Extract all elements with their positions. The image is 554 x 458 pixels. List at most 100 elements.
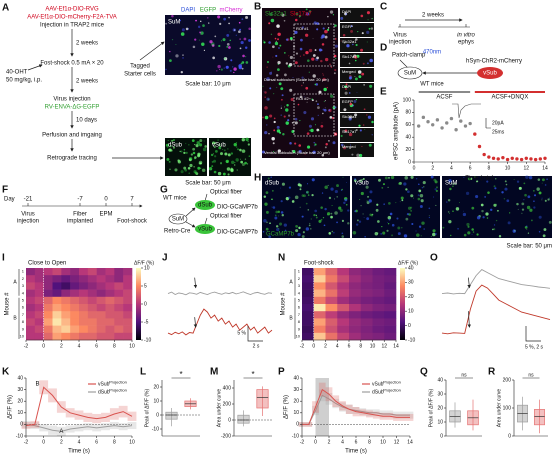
cell-signal (367, 115, 372, 119)
cell-signal (175, 43, 177, 45)
cell-signal (361, 178, 363, 181)
cell-signal (273, 93, 275, 95)
cell-signal (421, 187, 424, 189)
heatmap-cell (87, 289, 97, 298)
xticks-text: 4 (336, 343, 339, 349)
heatmap-cell (52, 282, 62, 290)
cell-signal (344, 91, 348, 95)
cell-signal (294, 61, 298, 65)
cell-signal (355, 98, 358, 101)
cell-signal (435, 189, 438, 193)
heatmap-cell (123, 282, 133, 290)
dsub-text: dSub (198, 203, 213, 209)
heatmap-cell (43, 311, 53, 319)
cell-signal (185, 151, 188, 154)
cell-signal (169, 59, 172, 63)
cell-signal (346, 181, 347, 183)
heatmap-cell (337, 296, 350, 305)
cell-signal (214, 142, 217, 145)
xticks-text: 8 (359, 343, 362, 349)
mean-line (25, 423, 133, 432)
yticks-text: 40 (405, 135, 411, 141)
cell-signal (314, 83, 317, 86)
cell-signal (299, 47, 303, 51)
cell-signal (300, 38, 303, 42)
rows-text: 7 (298, 312, 301, 317)
cell-signal (286, 104, 289, 107)
heatmap-cell (52, 304, 62, 312)
heatmap-cell (372, 296, 385, 305)
heatmap-cell (372, 268, 385, 276)
cell-signal (315, 214, 318, 216)
cell-signal (214, 155, 217, 158)
cell-signal (467, 225, 470, 228)
event1a-text: Virus (21, 212, 35, 218)
cell-signal (430, 175, 434, 179)
xticks-text: 10 (380, 439, 386, 445)
cell-signal (416, 178, 418, 180)
heatmap-cell (302, 325, 315, 334)
heatmap-cell (96, 318, 106, 326)
cell-signal (333, 72, 336, 75)
cell-signal (323, 224, 326, 227)
cell-signal (341, 219, 345, 222)
heatmap-cell (313, 275, 326, 283)
data-point (477, 144, 482, 149)
cell-signal (267, 177, 270, 180)
ylabel-text: Area under curve (496, 389, 502, 428)
data-point (543, 156, 547, 160)
cell-signal (223, 67, 225, 69)
cell-signal (398, 182, 401, 185)
cell-signal (404, 176, 409, 180)
yticks-text: 40 (293, 375, 299, 381)
rows-text: 8 (22, 319, 25, 324)
heatmap-cell (114, 311, 124, 319)
heatmap-cell (61, 282, 71, 290)
cell-signal (281, 13, 285, 17)
name-sup-text: Projection (383, 388, 401, 393)
panel-labels-text: K (2, 367, 10, 378)
cell-signal (364, 129, 366, 131)
cell-signal (217, 171, 222, 176)
micrograph (340, 68, 374, 82)
cell-signal (447, 211, 450, 213)
heatmap-cell (43, 304, 53, 312)
heatmap-cell (105, 289, 115, 298)
cell-signal (238, 30, 241, 34)
cell-signal (399, 201, 401, 203)
cell-signal (298, 14, 301, 18)
cell-signal (527, 232, 530, 234)
heatmap-cell (43, 325, 53, 334)
cell-signal (202, 147, 207, 152)
cell-signal (389, 212, 393, 216)
cell-signal (367, 19, 369, 21)
cell-signal (387, 223, 390, 225)
cell-signal (411, 222, 414, 225)
cell-signal (284, 229, 287, 232)
cell-signal (247, 140, 249, 143)
cell-signal (306, 145, 311, 149)
cell-signal (210, 153, 214, 157)
cell-signal (405, 217, 409, 221)
trace (167, 308, 273, 336)
heatmap-cell (372, 275, 385, 283)
cell-signal (263, 218, 267, 223)
cell-signal (305, 12, 310, 16)
cell-signal (277, 61, 281, 65)
data-point (473, 132, 477, 136)
micrograph (340, 23, 374, 37)
cticks-text: -10 (144, 337, 151, 343)
cell-signal (360, 191, 364, 196)
cell-signal (276, 24, 280, 28)
cell-signal (391, 234, 394, 237)
cell-signal (285, 197, 290, 201)
cell-signal (324, 107, 326, 109)
heatmap-cell (302, 296, 315, 305)
heatmap-cell (26, 304, 36, 312)
cell-signal (276, 125, 280, 129)
panel-labels-text: I (2, 253, 5, 264)
ylabel-text: Peak of ΔF/F (%) (144, 388, 150, 427)
heatmap-cell (61, 289, 71, 298)
cell-signal (284, 73, 287, 77)
box (256, 389, 269, 409)
